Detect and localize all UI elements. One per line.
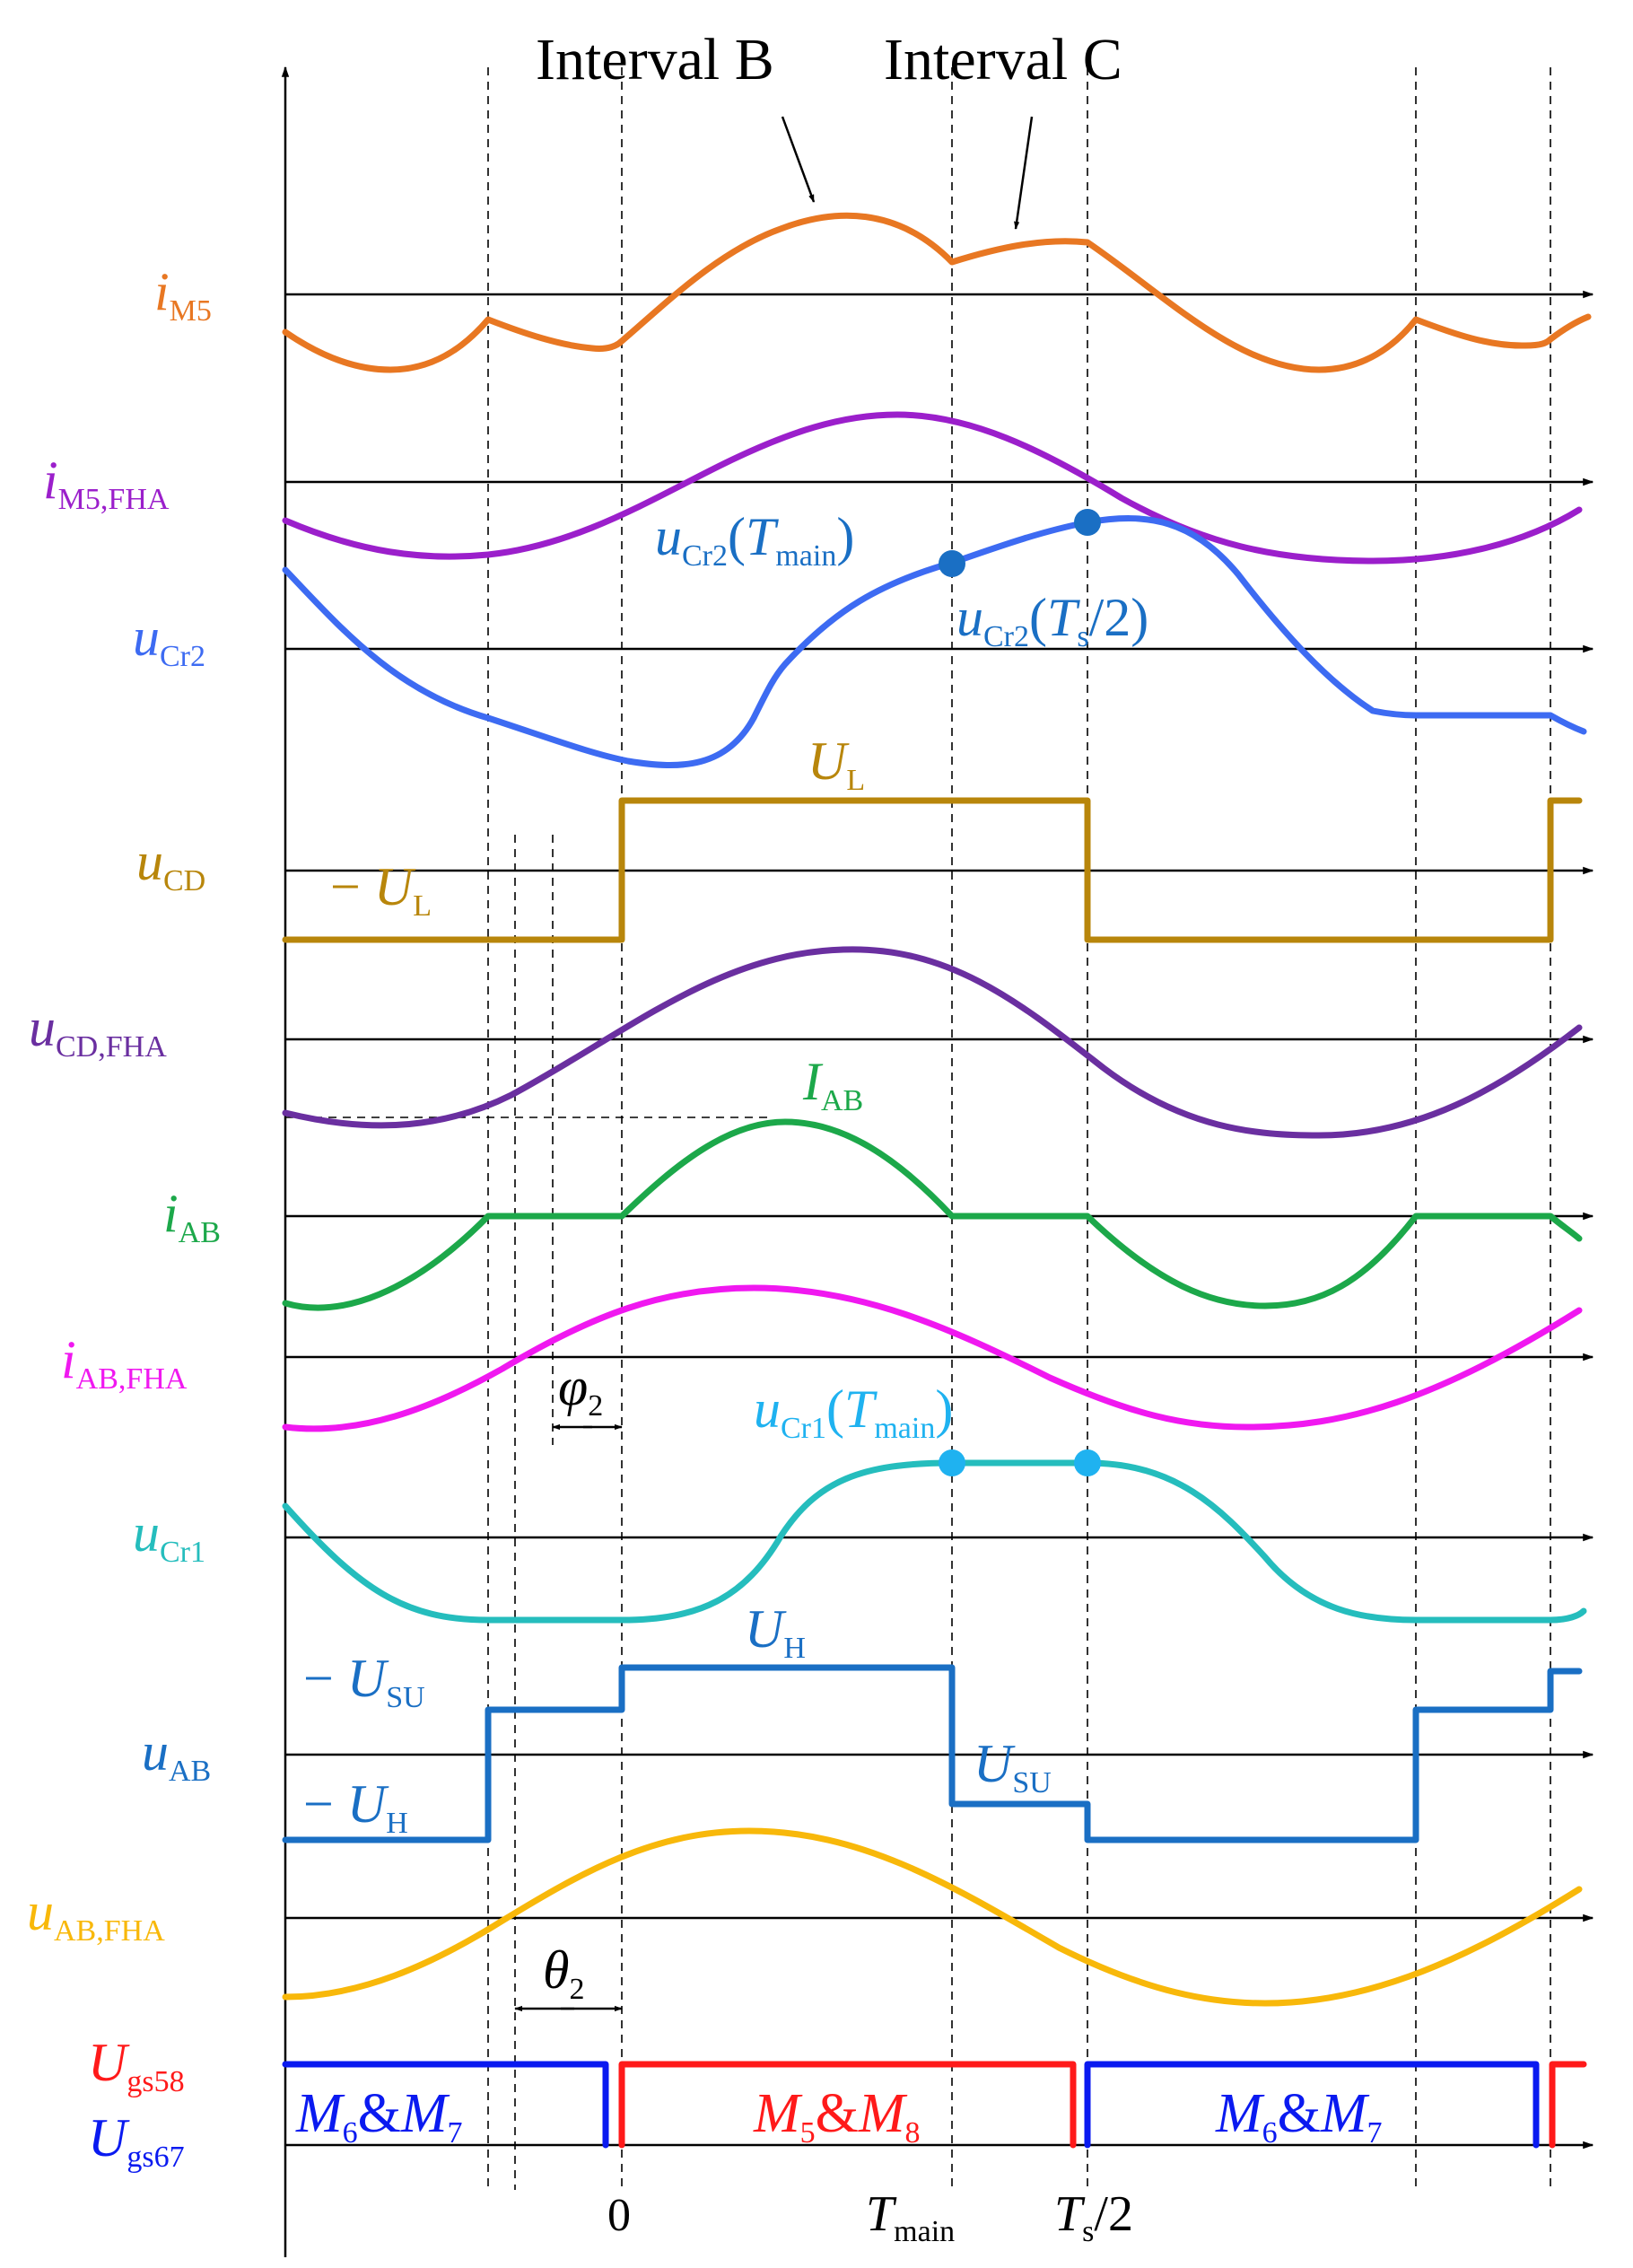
gate-labels: M6&M7 M5&M8 M6&M7 xyxy=(295,2083,1383,2150)
label-uAB-fha: uAB,FHA xyxy=(27,1882,165,1948)
interval-b-label: Interval B xyxy=(536,27,774,92)
interval-c-label: Interval C xyxy=(884,27,1122,92)
label-neg-USU: − USU xyxy=(303,1649,425,1714)
wave-gate67-first xyxy=(282,2061,609,2149)
label-ugs58: Ugs58 xyxy=(88,2033,185,2098)
interval-c-arrow xyxy=(1014,116,1034,230)
dot-uCr2-ts2 xyxy=(1074,509,1101,536)
wave-iM5-fha xyxy=(282,411,1583,565)
wave-iAB xyxy=(282,1118,1583,1311)
phase-arrows xyxy=(514,1423,623,2012)
wave-uAB-fha xyxy=(282,1827,1583,2007)
label-iAB: iAB xyxy=(163,1184,221,1249)
gate-label-m58: M5&M8 xyxy=(753,2083,921,2150)
wave-gate58-second xyxy=(1549,2061,1587,2149)
level-labels: uCr2(Tmain) uCr2(Ts/2) UL − UL IAB φ2 uC… xyxy=(303,507,1148,2006)
label-uCr2-ts2: uCr2(Ts/2) xyxy=(956,588,1148,653)
time-label-zero: 0 xyxy=(607,2190,631,2241)
wave-uCD-fha xyxy=(282,946,1583,1139)
label-theta2: θ2 xyxy=(543,1940,584,2006)
gate-label-m67-first: M6&M7 xyxy=(295,2083,463,2150)
label-uCD-fha: uCD,FHA xyxy=(29,998,167,1064)
label-uCr2-tmain: uCr2(Tmain) xyxy=(655,507,854,573)
label-iM5-fha: iM5,FHA xyxy=(43,451,170,516)
label-uCD: uCD xyxy=(136,832,205,898)
interval-annotations: Interval B Interval C xyxy=(536,27,1122,230)
wave-iAB-fha xyxy=(282,1284,1583,1432)
label-uCr1: uCr1 xyxy=(133,1503,205,1569)
wave-uAB xyxy=(282,1664,1583,1843)
wave-uCr1 xyxy=(282,1459,1587,1624)
time-label-tmain: Tmain xyxy=(866,2186,955,2248)
wave-gate58 xyxy=(618,2061,1077,2149)
label-USU: USU xyxy=(974,1734,1052,1800)
label-iM5: iM5 xyxy=(154,262,212,328)
signal-labels: iM5 iM5,FHA uCr2 uCD uCD,FHA iAB iAB,FHA… xyxy=(27,262,221,2174)
wave-iM5 xyxy=(282,212,1592,373)
label-ugs67: Ugs67 xyxy=(88,2108,185,2174)
time-axis-labels: 0 Tmain Ts/2 xyxy=(607,2186,1133,2248)
dot-uCr1-ts2 xyxy=(1074,1449,1101,1476)
marker-dots xyxy=(939,509,1101,1476)
label-uCr1-tmain: uCr1(Tmain) xyxy=(754,1379,953,1445)
label-phi2: φ2 xyxy=(558,1357,603,1423)
time-label-ts2: Ts/2 xyxy=(1054,2186,1133,2248)
label-uCr2: uCr2 xyxy=(133,608,205,673)
wave-uCD xyxy=(282,797,1583,943)
gate-label-m67-second: M6&M7 xyxy=(1215,2083,1383,2150)
label-uAB: uAB xyxy=(142,1722,211,1788)
wave-uCr2 xyxy=(282,515,1587,768)
label-IAB: IAB xyxy=(802,1052,863,1117)
label-neg-UL: − UL xyxy=(330,857,432,923)
dot-uCr1-tmain xyxy=(939,1449,965,1476)
interval-b-arrow xyxy=(781,116,816,203)
label-neg-UH: − UH xyxy=(303,1774,408,1840)
label-UL: UL xyxy=(808,731,865,797)
label-iAB-fha: iAB,FHA xyxy=(61,1330,188,1396)
wave-gate67-second xyxy=(1084,2061,1540,2149)
waveforms xyxy=(282,212,1592,2149)
label-UH: UH xyxy=(745,1599,806,1665)
dot-uCr2-tmain xyxy=(939,550,965,577)
